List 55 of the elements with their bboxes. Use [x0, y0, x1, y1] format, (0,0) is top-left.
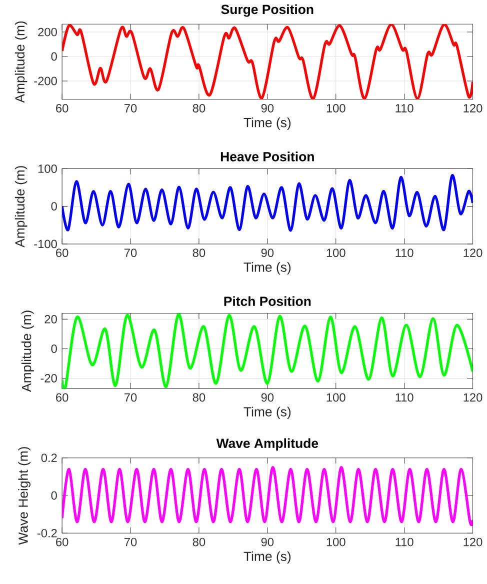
x-tick-label: 100 — [326, 393, 346, 402]
y-tick-label: 0 — [51, 52, 57, 61]
x-tick-label: 80 — [192, 104, 205, 112]
x-tick-label: 110 — [396, 538, 414, 546]
y-axis-title: Amplitude (m) — [21, 310, 34, 392]
y-tick-label: -20 — [40, 374, 57, 382]
x-tick-label: 60 — [56, 393, 68, 402]
x-tick-label: 100 — [326, 538, 346, 546]
x-tick-label: 110 — [396, 104, 414, 112]
x-tick-label: 60 — [56, 104, 68, 112]
chart-title: Surge Position — [221, 4, 314, 17]
chart-title: Heave Position — [220, 152, 314, 162]
x-tick-label: 90 — [261, 538, 274, 546]
chart-title: Pitch Position — [224, 296, 310, 306]
x-tick-label: 120 — [464, 538, 482, 546]
x-axis-title: Time (s) — [244, 262, 290, 274]
line-series — [62, 174, 473, 232]
x-tick-label: 120 — [464, 248, 482, 258]
y-axis-title: Amplitude (m) — [14, 21, 28, 103]
y-tick-label: 100 — [38, 164, 57, 173]
line-series — [62, 313, 473, 388]
x-axis-title: Time (s) — [244, 118, 290, 130]
y-tick-label: 0 — [51, 491, 57, 500]
x-tick-label: 60 — [56, 538, 68, 546]
line-series — [62, 24, 473, 100]
y-tick-label: 0 — [51, 344, 57, 353]
x-tick-label: 90 — [261, 393, 274, 402]
y-tick-label: 200 — [38, 28, 57, 36]
x-tick-label: 90 — [261, 104, 274, 112]
x-tick-label: 110 — [396, 248, 414, 258]
y-tick-label: -0.2 — [37, 528, 57, 538]
x-tick-label: 110 — [396, 393, 414, 402]
y-tick-label: -100 — [34, 240, 57, 248]
x-tick-label: 70 — [124, 538, 137, 546]
x-tick-label: 120 — [464, 104, 482, 112]
y-axis-title: Wave Height (m) — [18, 447, 30, 545]
y-tick-label: 0 — [51, 202, 57, 211]
x-tick-label: 70 — [124, 104, 137, 112]
x-tick-label: 80 — [192, 393, 205, 402]
y-tick-label: 0.2 — [41, 454, 57, 462]
y-axis-title: Amplitude (m) — [14, 166, 28, 248]
x-tick-label: 120 — [464, 393, 482, 402]
x-axis-title: Time (s) — [244, 551, 290, 564]
y-tick-label: -200 — [34, 76, 57, 86]
x-tick-label: 60 — [56, 248, 68, 258]
x-tick-label: 70 — [124, 248, 137, 258]
x-tick-label: 100 — [326, 104, 346, 112]
x-tick-label: 80 — [192, 248, 205, 258]
x-tick-label: 70 — [124, 393, 137, 402]
x-axis-title: Time (s) — [244, 406, 290, 420]
x-tick-label: 100 — [326, 248, 346, 258]
x-tick-label: 90 — [261, 248, 274, 258]
chart-title: Wave Amplitude — [216, 438, 318, 451]
y-tick-label: 20 — [44, 314, 57, 324]
x-tick-label: 80 — [192, 538, 205, 546]
